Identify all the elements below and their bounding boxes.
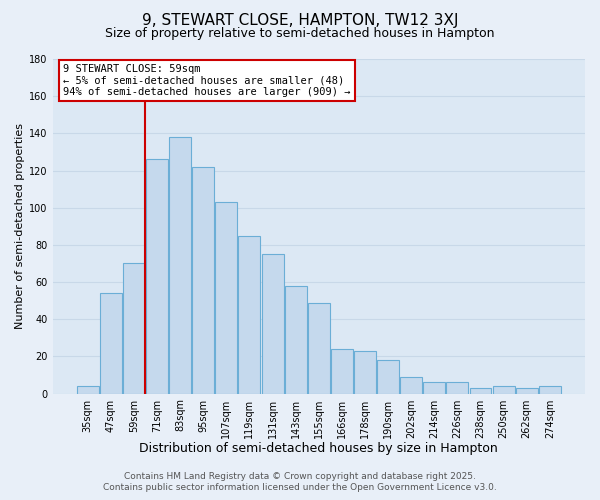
Bar bbox=[100, 293, 122, 394]
Y-axis label: Number of semi-detached properties: Number of semi-detached properties bbox=[15, 124, 25, 330]
Bar bbox=[354, 351, 376, 394]
Bar bbox=[470, 388, 491, 394]
Bar bbox=[400, 377, 422, 394]
Text: 9 STEWART CLOSE: 59sqm
← 5% of semi-detached houses are smaller (48)
94% of semi: 9 STEWART CLOSE: 59sqm ← 5% of semi-deta… bbox=[63, 64, 350, 97]
Bar bbox=[262, 254, 284, 394]
Bar bbox=[516, 388, 538, 394]
Bar bbox=[308, 302, 330, 394]
Bar bbox=[377, 360, 399, 394]
Bar bbox=[284, 286, 307, 394]
Text: Contains HM Land Registry data © Crown copyright and database right 2025.
Contai: Contains HM Land Registry data © Crown c… bbox=[103, 472, 497, 492]
Bar bbox=[169, 137, 191, 394]
Text: 9, STEWART CLOSE, HAMPTON, TW12 3XJ: 9, STEWART CLOSE, HAMPTON, TW12 3XJ bbox=[142, 12, 458, 28]
Bar bbox=[493, 386, 515, 394]
Bar bbox=[424, 382, 445, 394]
Bar bbox=[539, 386, 561, 394]
Bar bbox=[146, 160, 168, 394]
Text: Size of property relative to semi-detached houses in Hampton: Size of property relative to semi-detach… bbox=[105, 28, 495, 40]
Bar bbox=[446, 382, 469, 394]
Bar bbox=[123, 264, 145, 394]
Bar bbox=[192, 167, 214, 394]
Bar bbox=[77, 386, 98, 394]
Bar bbox=[215, 202, 238, 394]
Bar bbox=[238, 236, 260, 394]
Bar bbox=[331, 349, 353, 394]
X-axis label: Distribution of semi-detached houses by size in Hampton: Distribution of semi-detached houses by … bbox=[139, 442, 498, 455]
